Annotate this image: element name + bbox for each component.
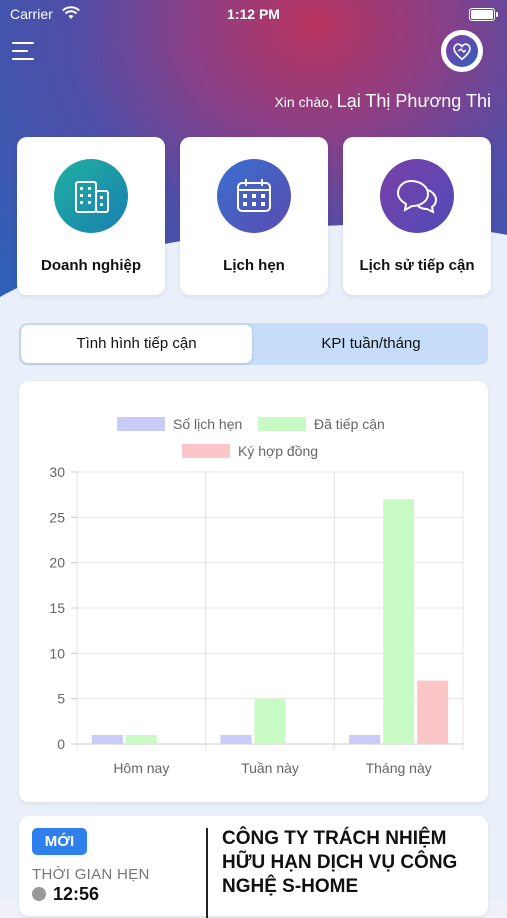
bar [349,734,381,744]
legend-swatch [117,417,165,431]
battery-icon [469,8,498,21]
x-tick-label: Tuần này [241,760,299,776]
quick-action-doanh-nghiep[interactable]: Doanh nghiệp [17,137,165,295]
building-icon [54,159,128,233]
appointment-card[interactable]: MỚI THỜI GIAN HẸN 12:56 CÔNG TY TRÁCH NH… [19,816,488,918]
appointment-time-label: THỜI GIAN HẸN [32,866,150,883]
status-clock: 1:12 PM [227,6,280,22]
bar [417,680,449,744]
legend-swatch [258,417,306,431]
legend-label: Số lịch hẹn [173,416,242,432]
y-tick-label: 30 [49,464,65,480]
tab-tinh-hinh-tiep-can[interactable]: Tình hình tiếp cận [21,325,252,363]
quick-action-label: Doanh nghiệp [41,257,141,274]
y-tick-label: 25 [49,509,65,525]
wifi-icon [62,6,80,19]
greeting: Xin chào, Lại Thị Phương Thi [274,91,491,112]
y-tick-label: 10 [49,645,65,661]
legend-label: Đã tiếp cận [314,416,385,432]
status-bar: Carrier 1:12 PM [0,0,507,28]
y-tick-label: 20 [49,555,65,571]
x-tick-label: Tháng này [366,760,432,776]
bar [91,734,123,744]
bar [220,734,252,744]
greeting-prefix: Xin chào, [274,94,333,110]
tab-kpi-tuan-thang[interactable]: KPI tuần/tháng [321,335,421,352]
bar [383,499,415,744]
quick-action-label: Lịch hẹn [223,257,285,274]
legend-swatch [182,444,230,458]
quick-actions: Doanh nghiệp Lịch hẹn Lịch sử tiếp cận [17,137,491,295]
chat-bubbles-icon [380,159,454,233]
x-tick-label: Hôm nay [113,760,169,776]
company-name: CÔNG TY TRÁCH NHIỆM HỮU HẠN DỊCH VỤ CÔNG… [222,828,458,897]
quick-action-label: Lịch sử tiếp cận [359,257,475,274]
tab-bar: Tình hình tiếp cận KPI tuần/tháng [19,323,488,365]
calendar-icon [217,159,291,233]
appointment-time: 12:56 [53,884,100,904]
bar [125,734,157,744]
user-name: Lại Thị Phương Thi [336,91,491,111]
quick-action-lich-su-tiep-can[interactable]: Lịch sử tiếp cận [343,137,491,295]
hamburger-icon[interactable] [12,40,36,62]
clock-icon [32,887,46,901]
bar [254,698,286,744]
y-tick-label: 15 [49,600,65,616]
status-badge: MỚI [32,828,87,855]
legend-label: Ký hợp đồng [238,443,318,459]
heart-handshake-icon [453,43,471,61]
y-tick-label: 5 [57,691,65,707]
y-tick-label: 0 [57,736,65,752]
divider [206,828,208,918]
avatar[interactable] [441,30,483,72]
chart-card: Số lịch hẹn Đã tiếp cận Ký hợp đồng 0 5 10 15 2… [19,381,488,802]
carrier-label: Carrier [10,6,53,22]
bar-chart: Số lịch hẹn Đã tiếp cận Ký hợp đồng 0 5 10 15 2… [49,416,464,776]
quick-action-lich-hen[interactable]: Lịch hẹn [180,137,328,295]
